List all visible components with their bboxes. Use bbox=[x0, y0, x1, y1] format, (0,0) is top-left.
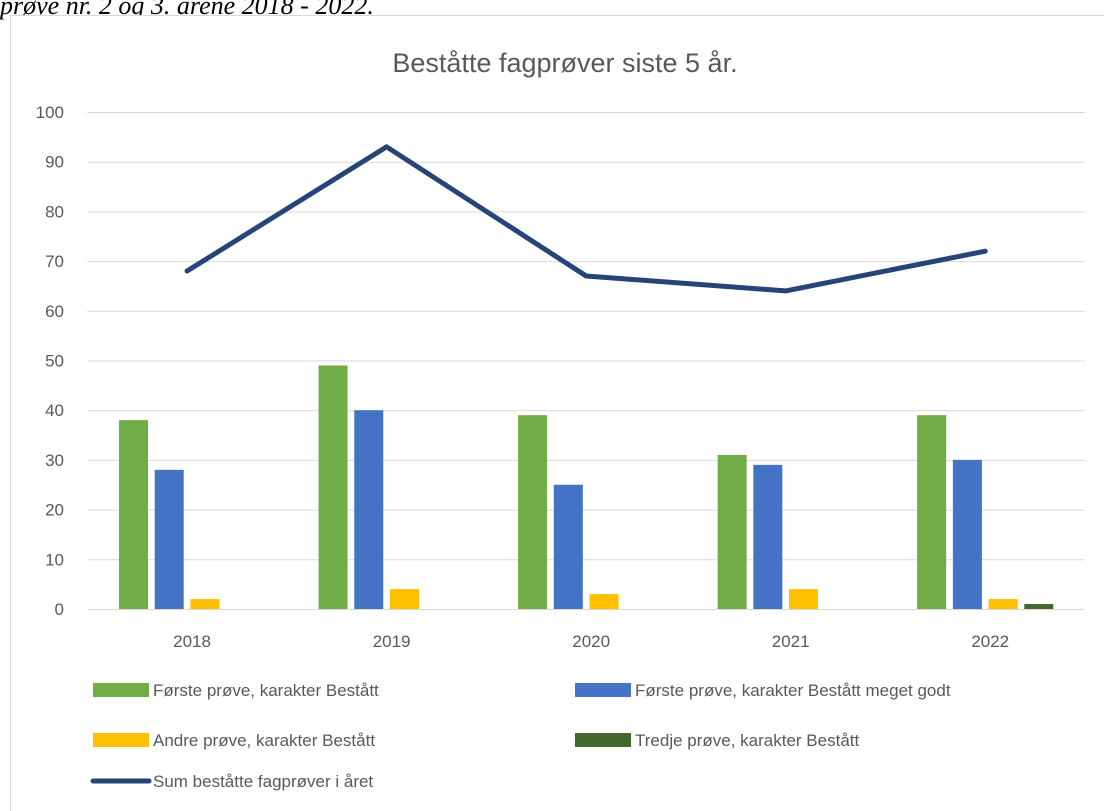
y-tick-label: 20 bbox=[45, 501, 64, 520]
y-tick-label: 0 bbox=[55, 600, 64, 619]
bar bbox=[1024, 604, 1054, 609]
grid: 0 10 20 30 40 50 60 70 80 90 100 bbox=[36, 103, 1085, 619]
bar bbox=[389, 589, 419, 609]
y-tick-label: 50 bbox=[45, 352, 64, 371]
bar bbox=[753, 464, 783, 609]
y-tick-label: 70 bbox=[45, 252, 64, 271]
y-tick-label: 100 bbox=[36, 103, 64, 122]
y-tick-label: 60 bbox=[45, 302, 64, 321]
y-tick-label: 10 bbox=[45, 550, 64, 569]
y-tick-label: 30 bbox=[45, 451, 64, 470]
y-tick-label: 40 bbox=[45, 401, 64, 420]
legend-swatch bbox=[575, 683, 631, 697]
bar bbox=[354, 410, 384, 609]
legend: Første prøve, karakter Bestått Første prø… bbox=[90, 681, 951, 791]
legend-swatch bbox=[93, 683, 149, 697]
chart-frame bbox=[10, 15, 1104, 811]
legend-swatch bbox=[575, 733, 631, 747]
legend-label: Første prøve, karakter Bestått bbox=[153, 681, 379, 700]
bar bbox=[553, 484, 583, 609]
chart-title: Beståtte fagprøver siste 5 år. bbox=[392, 48, 737, 78]
bar bbox=[789, 589, 819, 609]
bar bbox=[952, 459, 982, 609]
legend-label: Første prøve, karakter Bestått meget god… bbox=[635, 681, 951, 700]
x-tick-label: 2020 bbox=[572, 632, 610, 651]
bar bbox=[119, 420, 149, 609]
line bbox=[184, 144, 988, 294]
bar bbox=[318, 365, 348, 609]
x-tick-label: 2019 bbox=[373, 632, 411, 651]
x-tick-label: 2022 bbox=[971, 632, 1009, 651]
legend-label: Andre prøve, karakter Bestått bbox=[153, 731, 375, 750]
legend-label: Sum beståtte fagprøver i året bbox=[153, 772, 373, 791]
bar bbox=[190, 599, 220, 609]
marks: 2018 2019 2020 2021 2022 bbox=[119, 144, 1054, 651]
bar bbox=[717, 454, 747, 609]
legend-label: Tredje prøve, karakter Bestått bbox=[635, 731, 860, 750]
bar bbox=[589, 594, 619, 609]
y-tick-label: 90 bbox=[45, 153, 64, 172]
bar bbox=[518, 415, 548, 609]
bar bbox=[154, 469, 184, 609]
y-tick-label: 80 bbox=[45, 202, 64, 221]
bar bbox=[917, 415, 947, 609]
x-tick-label: 2018 bbox=[173, 632, 211, 651]
bar bbox=[988, 599, 1018, 609]
x-tick-label: 2021 bbox=[772, 632, 810, 651]
legend-swatch bbox=[93, 733, 149, 747]
